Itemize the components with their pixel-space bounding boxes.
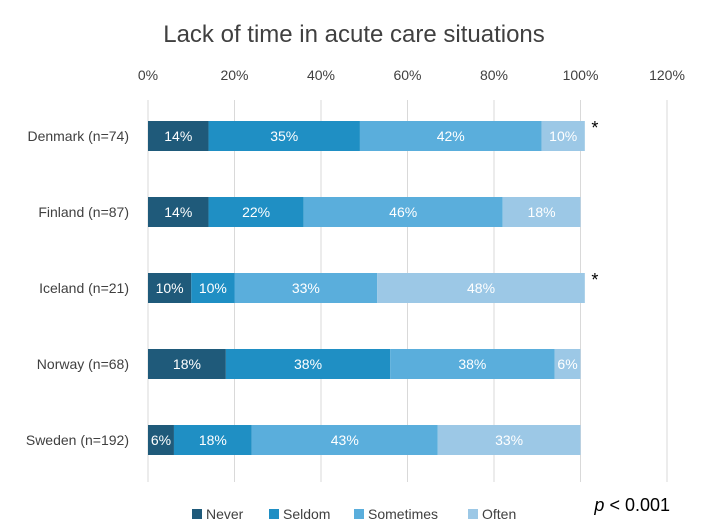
- data-label: 22%: [242, 204, 270, 220]
- bar-seldom-4: [225, 349, 391, 379]
- data-label: 46%: [389, 204, 417, 220]
- bar-often-3: [377, 273, 585, 303]
- data-label: 48%: [467, 280, 495, 296]
- x-tick-label: 40%: [307, 67, 335, 83]
- bar-sometimes-5: [251, 425, 438, 455]
- data-label: 38%: [294, 356, 322, 372]
- legend-swatch-seldom: [269, 509, 279, 519]
- data-label: 33%: [495, 432, 523, 448]
- data-label: 18%: [528, 204, 556, 220]
- bar-often-4: [554, 349, 581, 379]
- data-label: 10%: [199, 280, 227, 296]
- category-label: Denmark (n=74): [27, 128, 129, 144]
- data-label: 38%: [458, 356, 486, 372]
- bar-never-3: [148, 273, 192, 303]
- legend-label: Seldom: [283, 506, 330, 522]
- data-label: 10%: [549, 128, 577, 144]
- x-tick-label: 80%: [480, 67, 508, 83]
- bar-never-1: [148, 121, 209, 151]
- bar-seldom-3: [191, 273, 235, 303]
- bars: 14% 35% 42% 10% 14% 22% 46% 18% 10% 10% 33% 48% 18% 3…: [148, 121, 585, 455]
- category-label: Iceland (n=21): [39, 280, 129, 296]
- data-label: 10%: [156, 280, 184, 296]
- x-tick-label: 60%: [393, 67, 421, 83]
- data-label: 14%: [164, 204, 192, 220]
- data-label: 42%: [437, 128, 465, 144]
- bar-often-2: [502, 197, 581, 227]
- data-label: 18%: [173, 356, 201, 372]
- x-tick-label: 20%: [220, 67, 248, 83]
- legend-swatch-never: [192, 509, 202, 519]
- significance-marker: *: [591, 118, 598, 138]
- bar-never-4: [148, 349, 226, 379]
- bar-often-5: [437, 425, 581, 455]
- legend-label: Sometimes: [368, 506, 438, 522]
- bar-never-2: [148, 197, 209, 227]
- x-axis-tick-labels: 0% 20% 40% 60% 80% 100% 120%: [138, 67, 685, 83]
- data-label: 6%: [151, 432, 171, 448]
- legend-label: Never: [206, 506, 244, 522]
- bar-sometimes-4: [390, 349, 555, 379]
- bar-often-1: [541, 121, 585, 151]
- category-label: Norway (n=68): [37, 356, 129, 372]
- data-label: 14%: [164, 128, 192, 144]
- data-label: 18%: [199, 432, 227, 448]
- data-label: 6%: [557, 356, 577, 372]
- bar-sometimes-3: [234, 273, 378, 303]
- bar-seldom-5: [173, 425, 252, 455]
- significance-marker: *: [591, 270, 598, 290]
- legend-label: Often: [482, 506, 516, 522]
- bar-seldom-1: [208, 121, 360, 151]
- bar-seldom-2: [208, 197, 304, 227]
- data-label: 35%: [270, 128, 298, 144]
- legend-swatch-sometimes: [354, 509, 364, 519]
- category-label: Finland (n=87): [38, 204, 129, 220]
- p-value-annotation: p < 0.001: [593, 495, 670, 515]
- data-label: 33%: [292, 280, 320, 296]
- bar-never-5: [148, 425, 174, 455]
- chart-title: Lack of time in acute care situations: [163, 21, 545, 48]
- bar-sometimes-1: [359, 121, 542, 151]
- legend-swatch-often: [468, 509, 478, 519]
- x-tick-label: 0%: [138, 67, 158, 83]
- bar-sometimes-2: [303, 197, 503, 227]
- legend: Never Seldom Sometimes Often: [192, 506, 516, 522]
- significance-markers: **: [591, 118, 598, 290]
- category-labels: Denmark (n=74) Finland (n=87) Iceland (n=2…: [26, 128, 129, 448]
- x-tick-label: 120%: [649, 67, 685, 83]
- x-tick-label: 100%: [563, 67, 599, 83]
- category-label: Sweden (n=192): [26, 432, 129, 448]
- p-value-text: < 0.001: [604, 495, 670, 515]
- data-label: 43%: [331, 432, 359, 448]
- p-value-symbol: p: [593, 495, 604, 515]
